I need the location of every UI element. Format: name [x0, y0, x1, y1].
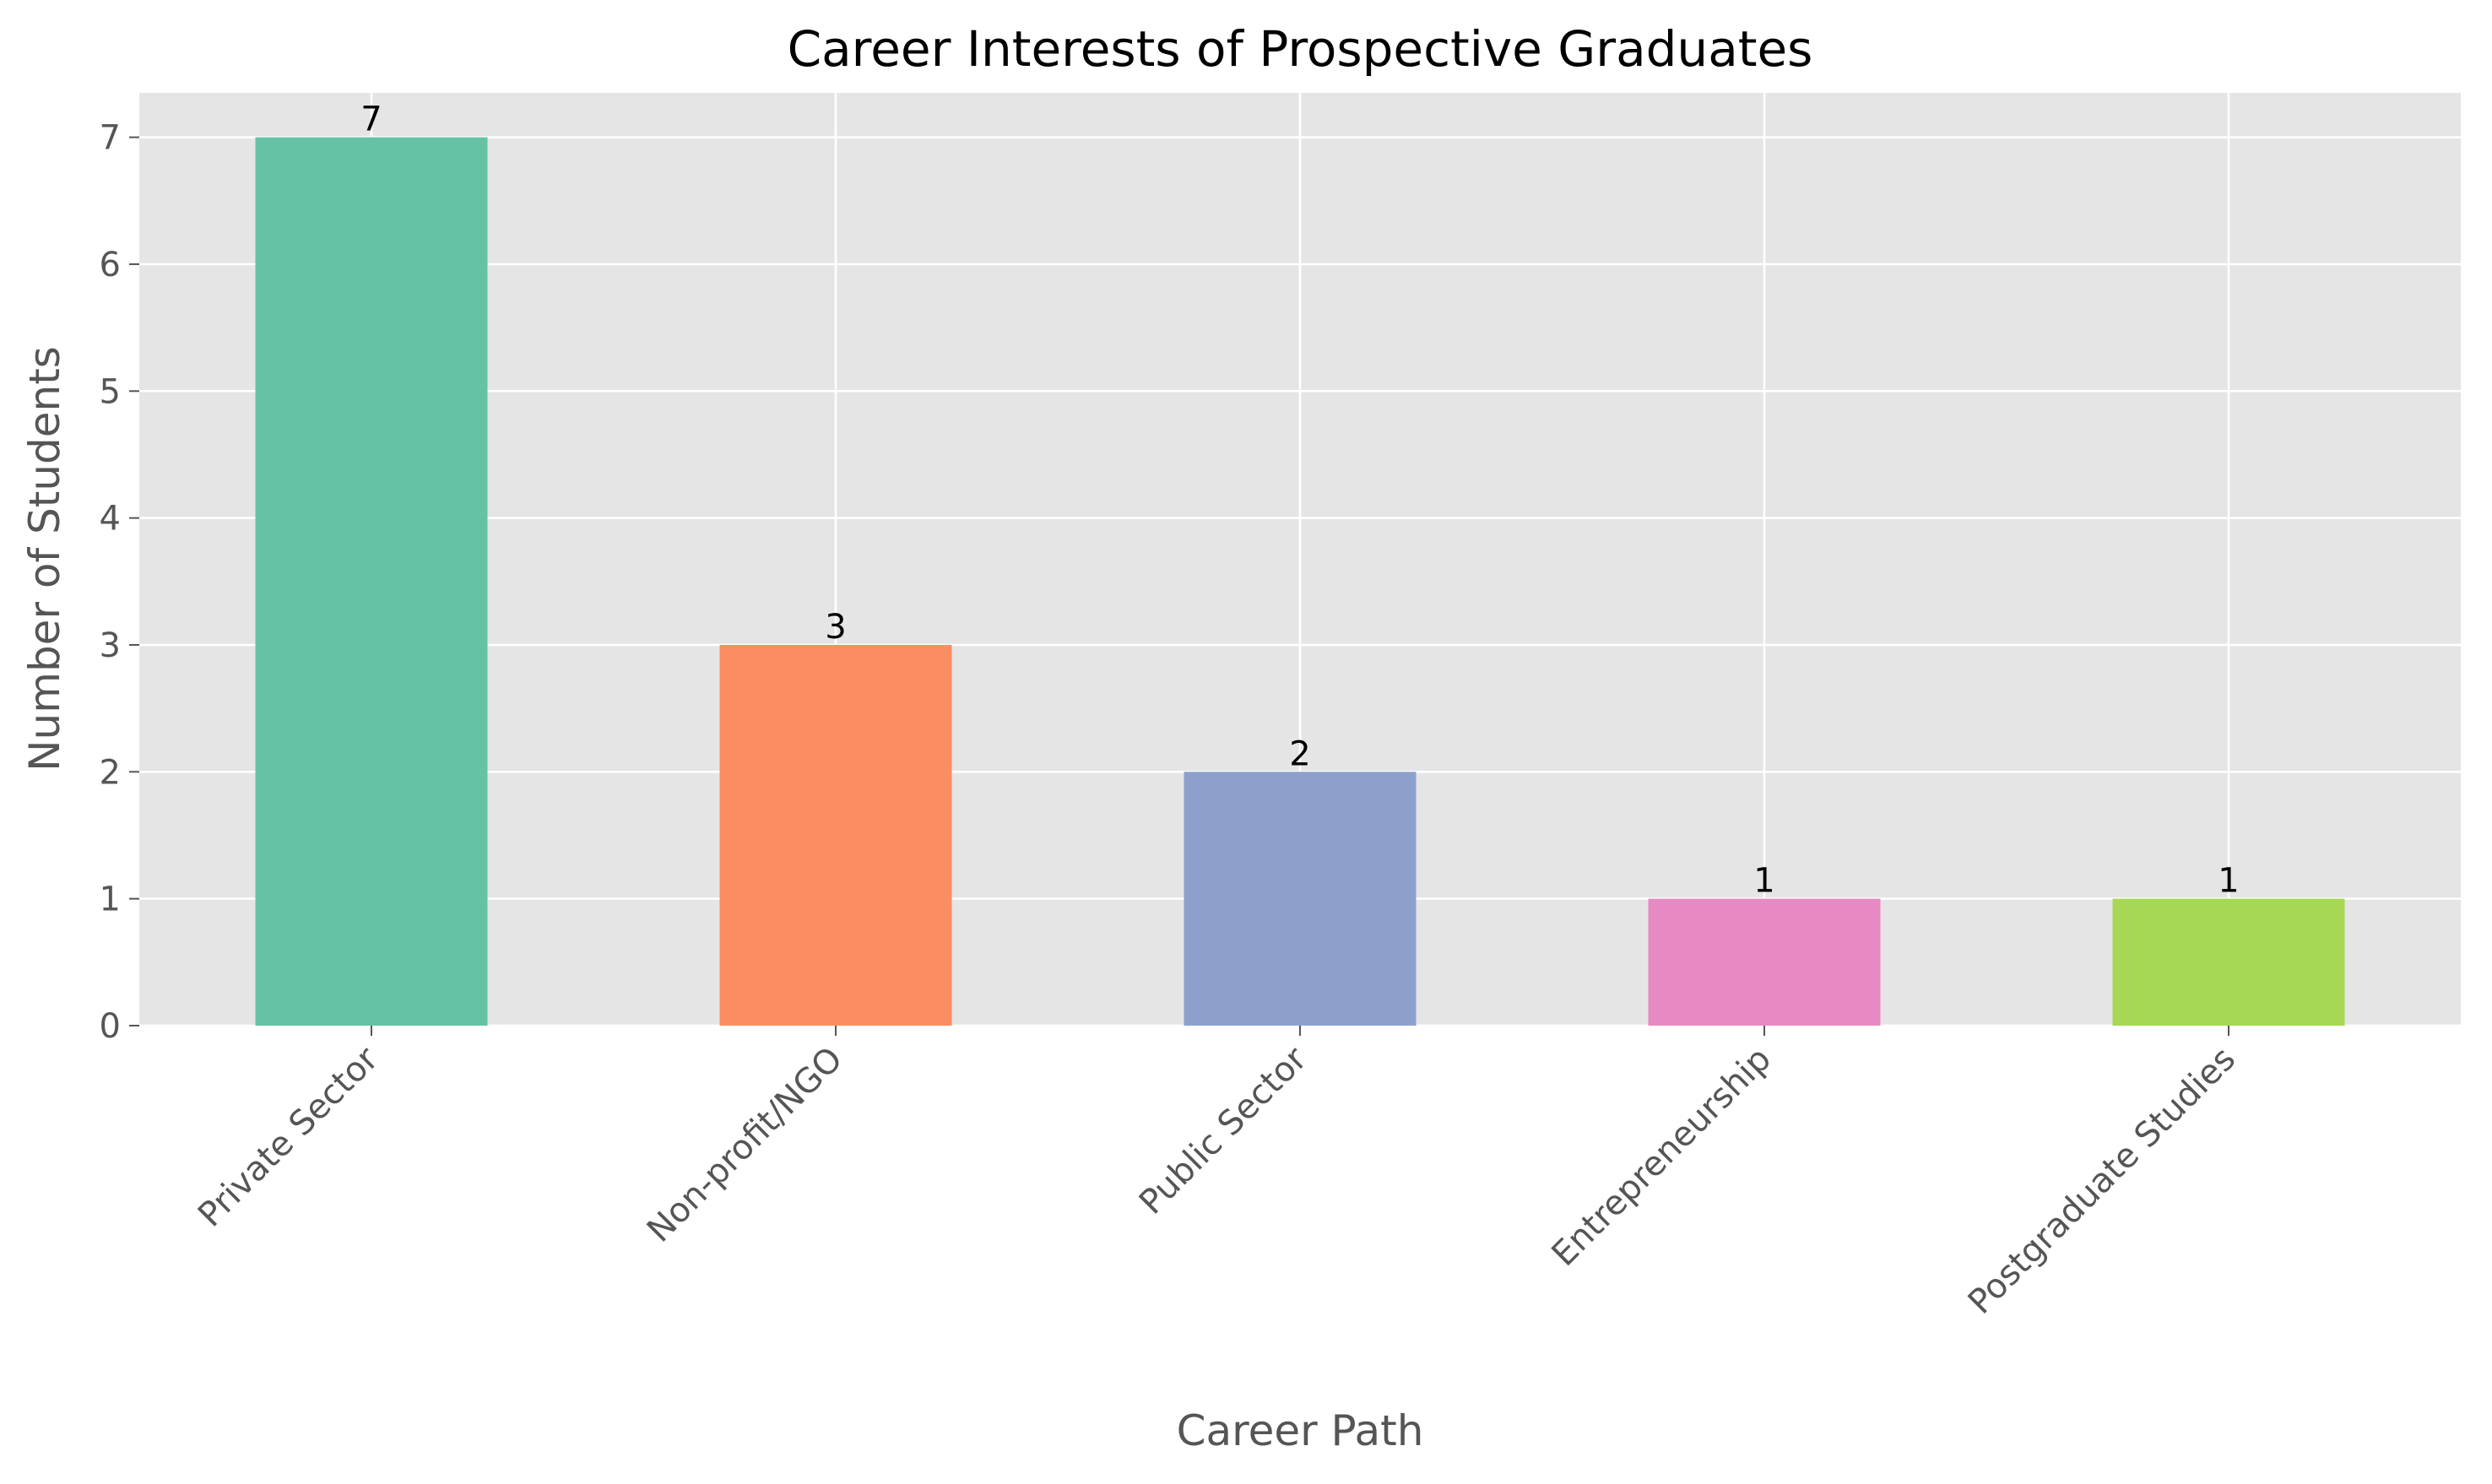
bar — [1184, 772, 1417, 1026]
chart-title: Career Interests of Prospective Graduate… — [788, 20, 1813, 78]
y-tick-label: 5 — [100, 372, 121, 411]
y-tick-label: 4 — [100, 500, 121, 539]
bar — [255, 137, 488, 1026]
x-tick-label: Private Sector — [191, 1039, 386, 1234]
bar-value-label: 1 — [2218, 862, 2239, 901]
x-tick-label: Entrepreneurship — [1545, 1040, 1780, 1275]
x-axis-ticks: Private Sector Non-profit/NGO Public Secto… — [191, 1026, 2243, 1322]
x-tick-label: Non-profit/NGO — [640, 1040, 850, 1250]
x-tick-label: Public Sector — [1132, 1039, 1315, 1222]
y-axis-ticks: 0 1 2 3 4 5 6 7 — [100, 119, 139, 1046]
x-axis-label: Career Path — [1177, 1406, 1424, 1455]
bar-value-label: 3 — [825, 608, 846, 647]
bar-value-label: 1 — [1753, 862, 1774, 901]
y-tick-label: 7 — [100, 119, 121, 158]
bar — [1648, 898, 1881, 1026]
bar — [2112, 898, 2345, 1026]
y-tick-label: 2 — [100, 753, 121, 792]
y-tick-label: 1 — [100, 880, 121, 919]
bar-value-label: 2 — [1289, 734, 1310, 773]
bar-value-labels: 7 3 2 1 1 — [360, 100, 2239, 901]
x-tick-label: Postgraduate Studies — [1961, 1040, 2243, 1322]
y-axis-label: Number of Students — [20, 346, 69, 772]
bar-value-label: 7 — [360, 100, 382, 139]
bars — [255, 137, 2345, 1026]
bar — [719, 644, 952, 1026]
y-tick-label: 6 — [100, 246, 121, 284]
y-tick-label: 3 — [100, 626, 121, 665]
y-tick-label: 0 — [100, 1007, 121, 1046]
